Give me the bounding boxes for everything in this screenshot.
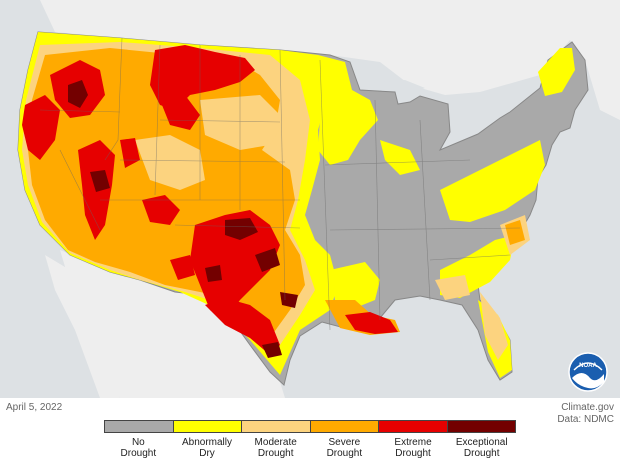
- noaa-logo: NOAA: [568, 352, 608, 397]
- legend-swatch-abnormally-dry: [173, 421, 242, 432]
- noaa-logo-text: NOAA: [579, 363, 597, 369]
- legend-label-no-drought: No Drought: [120, 437, 157, 459]
- legend-label-extreme-drought: Extreme Drought: [394, 437, 432, 459]
- extreme-drought-areas: [22, 45, 398, 355]
- credits: Climate.gov Data: NDMC: [557, 402, 614, 426]
- legend-bar: [104, 420, 516, 433]
- map-svg: [0, 0, 620, 398]
- source-site: Climate.gov: [561, 402, 614, 413]
- legend-swatch-severe-drought: [310, 421, 379, 432]
- legend-label-moderate-drought: Moderate Drought: [254, 437, 297, 459]
- mexico-land: [60, 250, 285, 398]
- canada-land: [0, 0, 620, 120]
- state-borders: [39, 37, 521, 331]
- legend-label-exceptional-drought: Exceptional Drought: [455, 437, 508, 459]
- legend-swatch-no-drought: [105, 421, 174, 432]
- baja-peninsula: [45, 255, 120, 398]
- legend: No Drought Abnormally Dry Moderate Droug…: [104, 420, 516, 459]
- legend-label-abnormally-dry: Abnormally Dry: [181, 437, 233, 459]
- exceptional-drought-areas: [68, 80, 298, 358]
- drought-map: [0, 0, 620, 398]
- legend-swatch-exceptional-drought: [447, 421, 515, 432]
- legend-labels: No Drought Abnormally Dry Moderate Droug…: [104, 437, 516, 459]
- data-source: Data: NDMC: [557, 414, 614, 425]
- legend-swatch-moderate-drought: [242, 421, 311, 432]
- legend-label-severe-drought: Severe Drought: [326, 437, 363, 459]
- legend-swatch-extreme-drought: [379, 421, 448, 432]
- map-date: April 5, 2022: [6, 402, 63, 413]
